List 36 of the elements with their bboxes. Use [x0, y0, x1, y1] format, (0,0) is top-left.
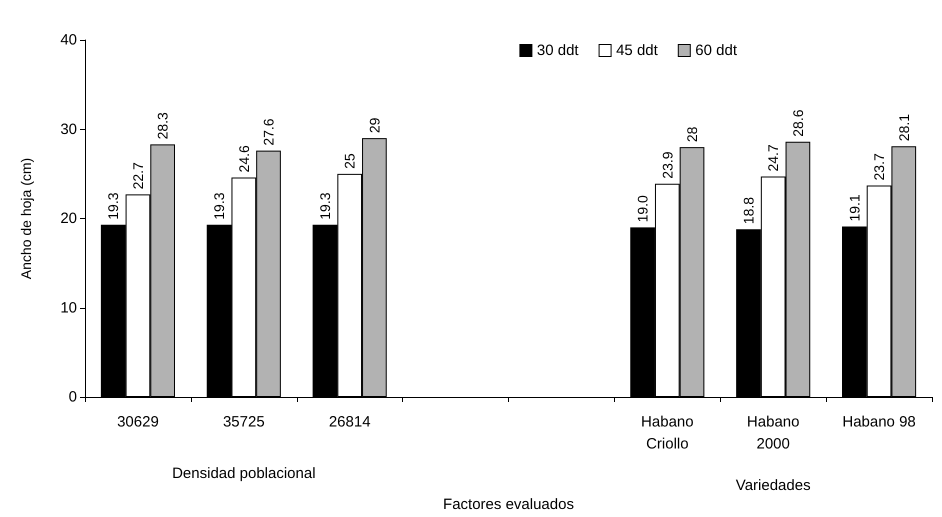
data-label: 24.6: [236, 144, 252, 172]
data-label: 27.6: [260, 118, 277, 146]
legend-label: 60 ddt: [695, 42, 738, 59]
x-axis-title: Factores evaluados: [443, 496, 574, 513]
y-tick-label: 10: [60, 299, 77, 316]
data-label: 24.7: [765, 144, 782, 172]
data-label: 23.7: [871, 153, 888, 180]
data-label: 19.3: [211, 192, 228, 220]
y-tick-label: 0: [68, 388, 77, 406]
data-label: 25: [342, 153, 358, 169]
x-tick-label: Habano Criollo: [641, 414, 694, 452]
legend-label: 45 ddt: [616, 42, 659, 59]
y-tick-label: 40: [60, 32, 77, 48]
text: Variedades: [736, 477, 811, 494]
legend-label: 30 ddt: [536, 42, 580, 59]
x-tick-label: Habano 98: [842, 414, 916, 430]
x-tick-label: 35725: [222, 414, 265, 430]
x-tick-label: 30629: [117, 414, 159, 430]
data-label: 19.3: [105, 192, 122, 220]
data-label: 19.3: [316, 192, 333, 220]
x-tick-label: 26814: [328, 414, 371, 430]
y-tick-label: 20: [60, 210, 77, 227]
text: Densidad poblacional: [172, 465, 316, 482]
data-label: 19.1: [846, 194, 862, 222]
data-label: 19.0: [634, 194, 651, 222]
data-label: 18.8: [740, 196, 756, 224]
data-label: 28: [684, 126, 700, 142]
x-tick-label: Habano 2000: [746, 414, 800, 452]
data-label: 28.6: [790, 109, 806, 137]
data-label: 22.7: [130, 162, 146, 190]
data-label: 28.3: [154, 112, 171, 140]
data-label: 29: [366, 117, 382, 134]
data-label: 28.1: [896, 114, 912, 142]
data-label: 23.9: [659, 151, 676, 179]
y-tick-label: 30: [60, 120, 77, 138]
y-axis-title: Ancho de hoja (cm): [18, 158, 34, 280]
